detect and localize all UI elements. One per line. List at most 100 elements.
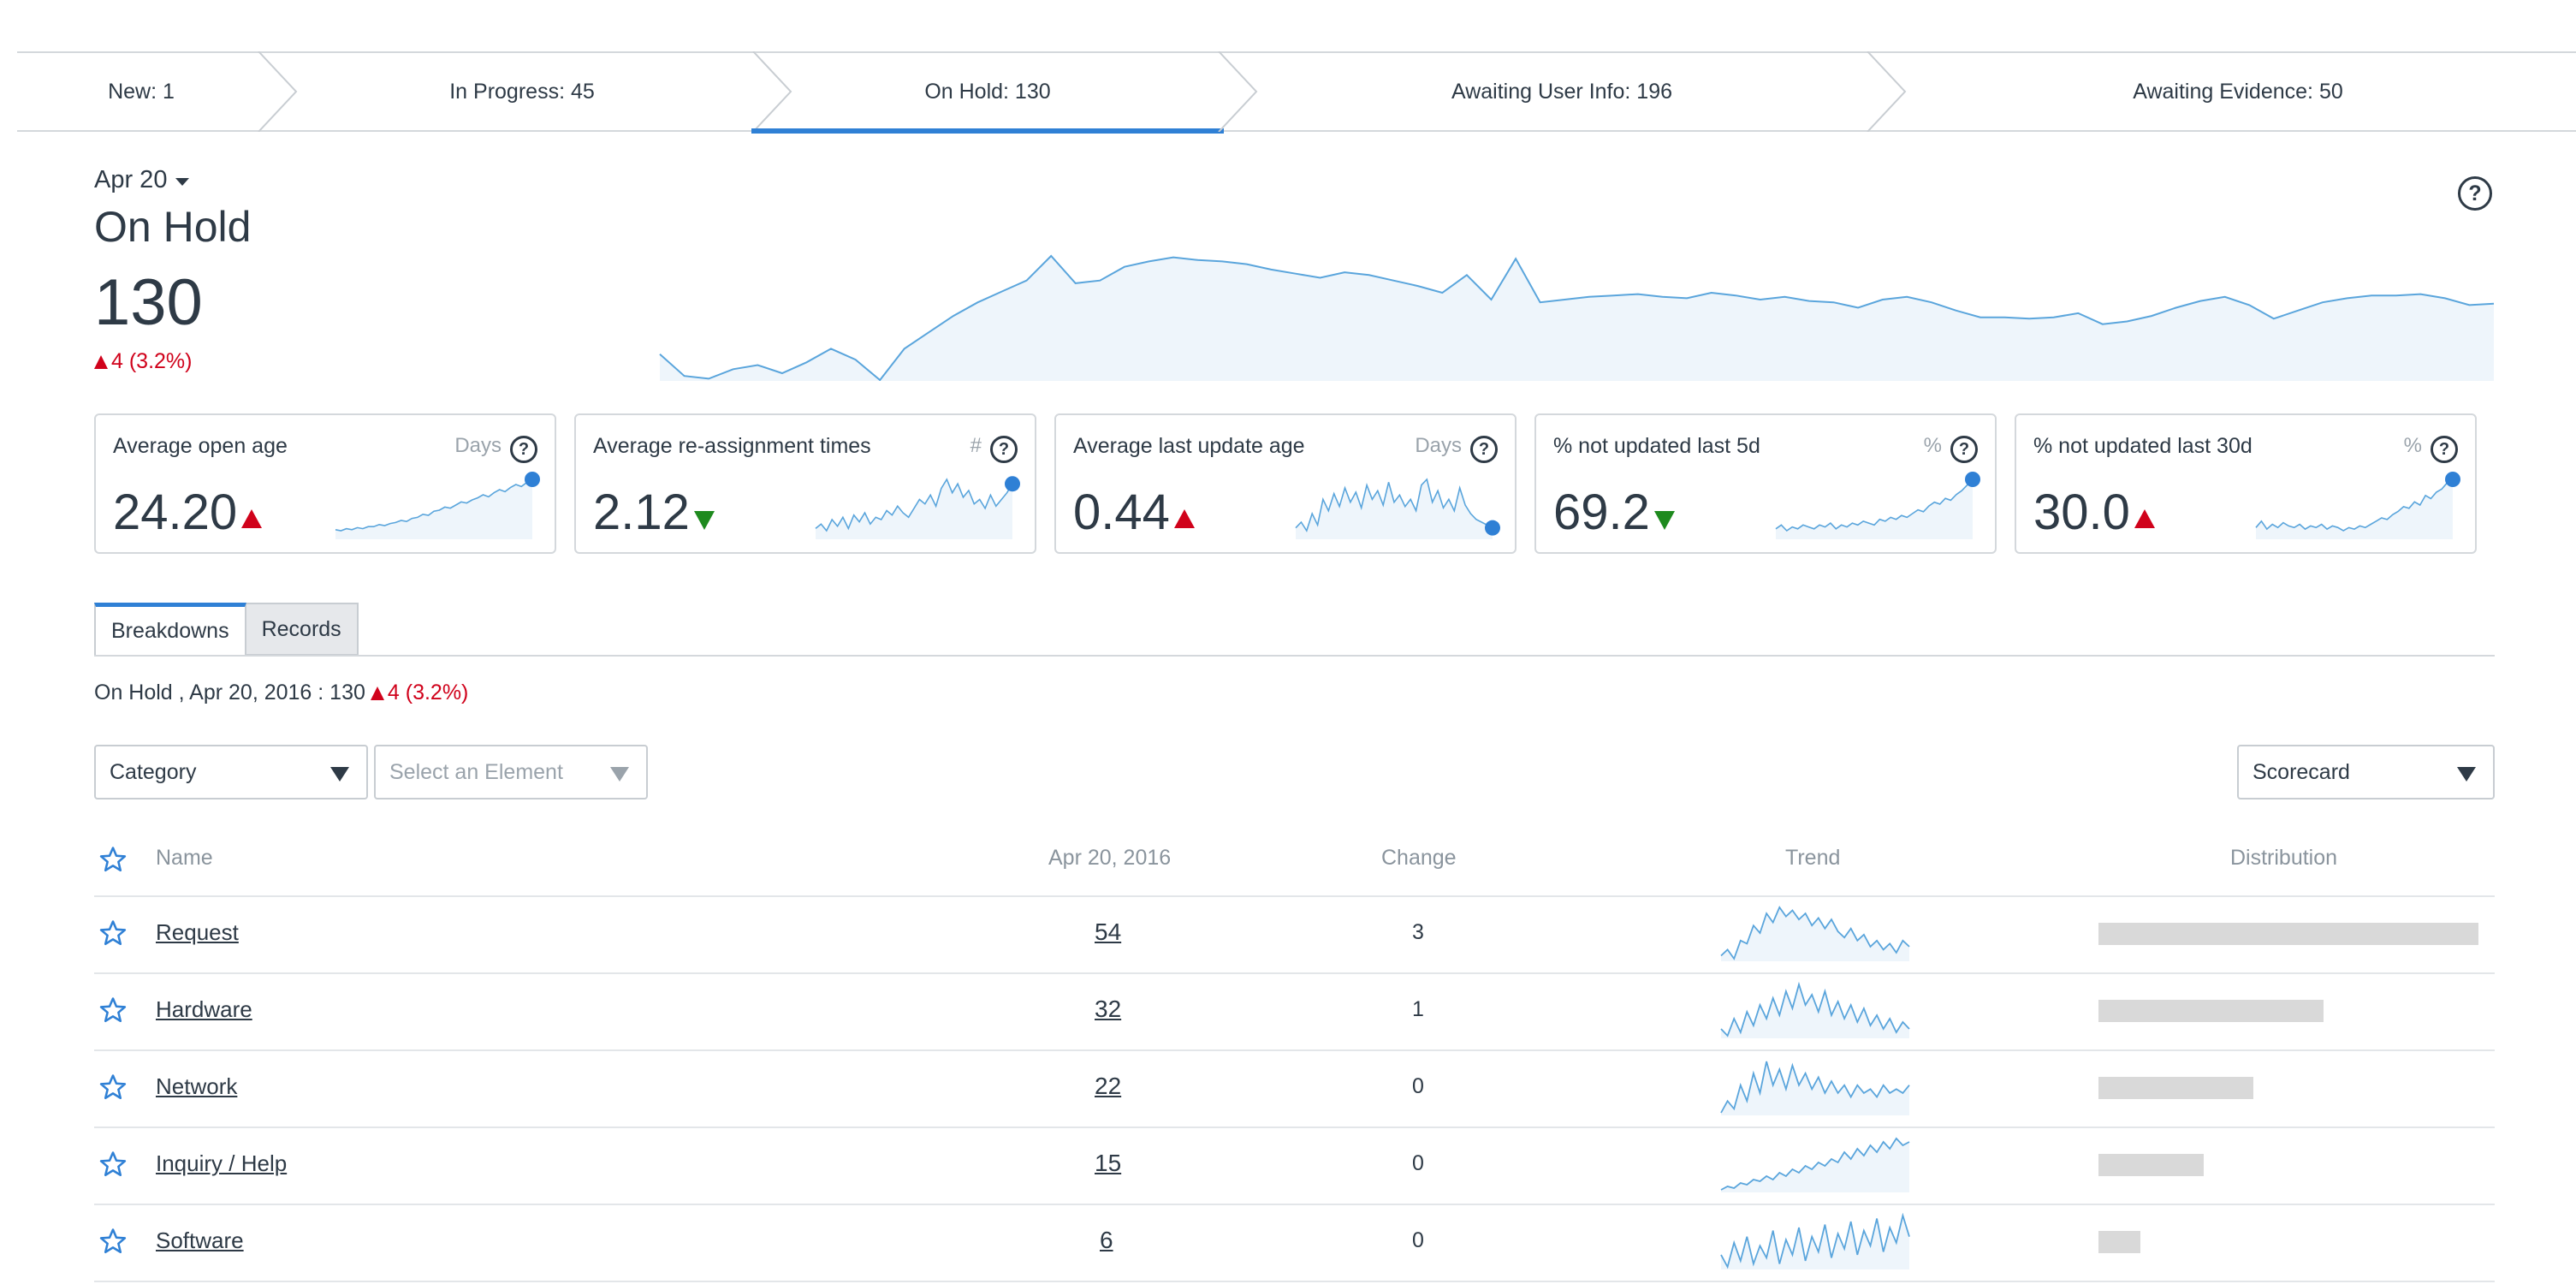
row-value-link[interactable]: 54 [1095, 918, 1122, 945]
sparkline-line [1720, 1061, 1910, 1114]
sparkline-line [1720, 906, 1910, 960]
stage-new[interactable]: New: 1 [17, 53, 265, 130]
kpi-sparkline [2255, 472, 2460, 539]
divider [94, 655, 2495, 657]
kpi-unit: # [970, 434, 982, 457]
row-divider [94, 972, 2495, 974]
stage-chevron-icon [258, 51, 298, 132]
arrow-up-icon [2134, 509, 2155, 528]
row-value-link[interactable]: 6 [1100, 1227, 1113, 1253]
row-value-link[interactable]: 32 [1095, 996, 1122, 1022]
kpi-label: % not updated last 30d [2033, 434, 2253, 458]
breakdown-tabs: Breakdowns Records [94, 603, 359, 656]
row-trend-sparkline [1720, 1137, 1910, 1192]
row-change: 1 [1412, 997, 1424, 1021]
row-divider [94, 1204, 2495, 1205]
kpi-unit: % [2403, 434, 2422, 457]
row-name-link[interactable]: Request [156, 919, 239, 945]
row-divider [94, 1126, 2495, 1128]
column-header-change[interactable]: Change [1381, 846, 1457, 870]
stage-in-progress[interactable]: In Progress: 45 [291, 53, 753, 130]
sparkline-line [1720, 1213, 1910, 1269]
row-distribution-bar [2098, 1077, 2253, 1099]
sparkline-last-point [1965, 472, 1980, 487]
stage-awaiting-user-info[interactable]: Awaiting User Info: 196 [1249, 53, 1874, 130]
sparkline-area [1721, 1061, 1909, 1115]
kpi-card-not-updated-30d[interactable]: % not updated last 30d % ? 30.0 [2015, 413, 2477, 554]
sparkline-line [1720, 1137, 1910, 1191]
page-title: On Hold [94, 203, 252, 251]
question-circle-icon[interactable]: ? [2458, 176, 2492, 211]
category-select[interactable]: Category [94, 745, 368, 800]
question-circle-icon[interactable]: ? [990, 436, 1018, 463]
stage-label: Awaiting User Info: 196 [1451, 79, 1673, 104]
star-icon[interactable] [98, 1150, 128, 1179]
stage-label: New: 1 [108, 79, 175, 104]
question-circle-icon[interactable]: ? [1950, 436, 1978, 463]
row-name-link[interactable]: Network [156, 1073, 238, 1099]
kpi-sparkline [815, 476, 1020, 539]
row-divider [94, 895, 2495, 897]
arrow-down-icon [694, 511, 715, 530]
column-header-date[interactable]: Apr 20, 2016 [1048, 846, 1172, 870]
kpi-card-reassignment[interactable]: Average re-assignment times # ? 2.12 [574, 413, 1036, 554]
kpi-card-open-age[interactable]: Average open age Days ? 24.20 [94, 413, 556, 554]
kpi-label: % not updated last 5d [1553, 434, 1760, 458]
star-icon[interactable] [98, 918, 128, 948]
kpi-value: 2.12 [593, 484, 690, 540]
column-header-name[interactable]: Name [156, 846, 213, 870]
sparkline-area [1721, 1138, 1909, 1192]
stage-label: On Hold: 130 [924, 79, 1051, 104]
stage-on-hold[interactable]: On Hold: 130 [751, 53, 1224, 134]
kpi-value: 69.2 [1553, 484, 1650, 540]
row-name-link[interactable]: Inquiry / Help [156, 1150, 288, 1176]
kpi-label: Average last update age [1073, 434, 1305, 458]
kpi-card-last-update[interactable]: Average last update age Days ? 0.44 [1054, 413, 1517, 554]
sparkline-area [1296, 479, 1493, 539]
row-name-link[interactable]: Hardware [156, 996, 252, 1022]
view-select[interactable]: Scorecard [2237, 745, 2495, 800]
sparkline-area [1721, 907, 1909, 961]
kpi-unit: % [1923, 434, 1942, 457]
row-value-link[interactable]: 15 [1095, 1150, 1122, 1176]
star-icon[interactable] [98, 1073, 128, 1102]
element-select[interactable]: Select an Element [374, 745, 648, 800]
summary-delta: 4 (3.2%) [370, 681, 468, 705]
sparkline-area [335, 479, 532, 539]
row-name-link[interactable]: Software [156, 1228, 244, 1253]
summary-text: On Hold , Apr 20, 2016 : 130 [94, 681, 365, 704]
question-circle-icon[interactable]: ? [2431, 436, 2458, 463]
sparkline-area [1776, 479, 1973, 539]
sparkline-line [815, 478, 1013, 532]
main-trend-chart [659, 254, 2495, 381]
tab-breakdowns[interactable]: Breakdowns [94, 603, 246, 656]
row-distribution-bar [2098, 923, 2478, 945]
kpi-card-not-updated-5d[interactable]: % not updated last 5d % ? 69.2 [1534, 413, 1997, 554]
question-circle-icon[interactable]: ? [510, 436, 537, 463]
star-icon[interactable] [98, 996, 128, 1025]
kpi-label: Average re-assignment times [593, 434, 871, 458]
row-trend-sparkline [1720, 1213, 1910, 1269]
row-value-link[interactable]: 22 [1095, 1073, 1122, 1099]
caret-down-icon [175, 178, 190, 186]
tab-records[interactable]: Records [246, 603, 359, 656]
element-select-placeholder: Select an Element [389, 759, 563, 784]
date-selector[interactable]: Apr 20 [94, 166, 190, 194]
stage-chevron-icon [1218, 51, 1258, 132]
star-icon[interactable] [98, 1227, 128, 1256]
sparkline-line [2255, 479, 2454, 532]
row-change: 0 [1412, 1228, 1424, 1252]
star-icon[interactable] [98, 845, 128, 874]
row-trend-sparkline [1720, 982, 1910, 1038]
row-distribution-bar [2098, 1000, 2324, 1022]
category-select-value: Category [110, 759, 197, 784]
stage-chevron-icon [752, 51, 792, 132]
row-change: 0 [1412, 1074, 1424, 1098]
row-trend-sparkline [1720, 1061, 1910, 1115]
question-circle-icon[interactable]: ? [1470, 436, 1498, 463]
sparkline-line [1720, 982, 1910, 1037]
stage-bar: New: 1 In Progress: 45 On Hold: 130 Awai… [17, 51, 2576, 134]
sparkline-line [335, 479, 533, 532]
arrow-up-icon [370, 686, 384, 700]
stage-awaiting-evidence[interactable]: Awaiting Evidence: 50 [1900, 53, 2576, 130]
